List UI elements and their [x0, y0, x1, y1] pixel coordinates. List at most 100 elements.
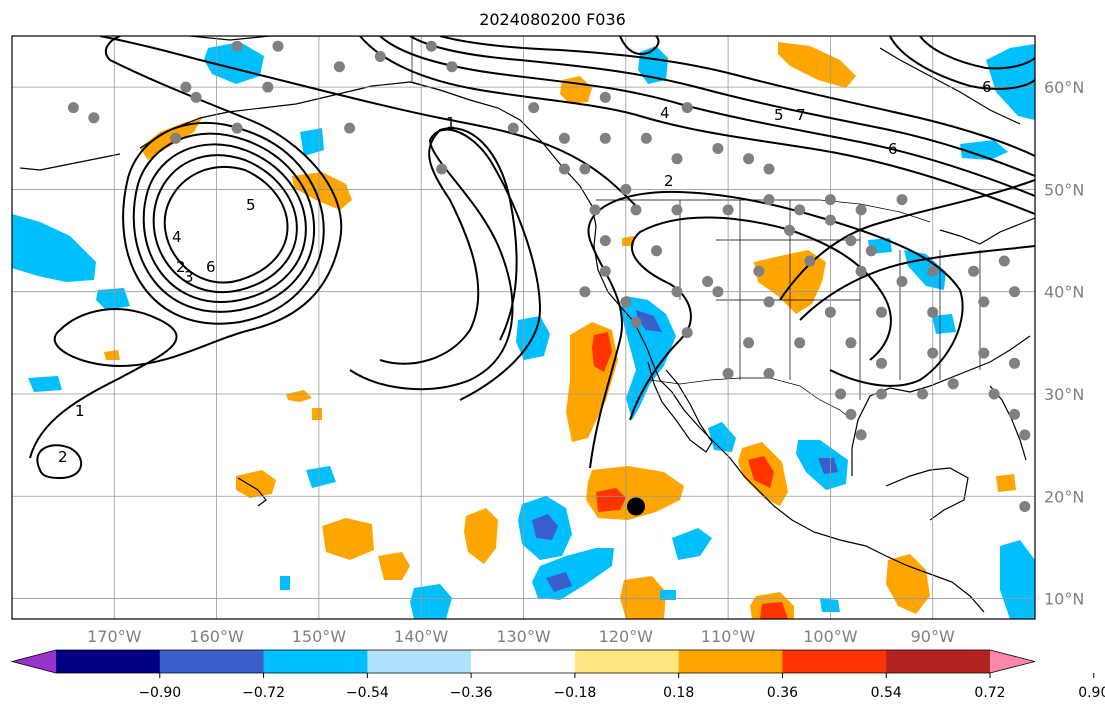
- shade-positive-region: [378, 552, 410, 580]
- colorbar-segment: [367, 650, 472, 673]
- station-marker: [630, 316, 642, 328]
- colorbar-segment: [886, 650, 991, 673]
- coastline-aleutians: [19, 153, 121, 171]
- shade-negative-region: [1000, 540, 1035, 619]
- shade-negative-region: [96, 288, 130, 310]
- latitude-tick-label: 40°N: [1044, 283, 1084, 302]
- station-marker: [896, 194, 908, 206]
- shade-negative-region: [960, 140, 1008, 160]
- station-marker: [927, 265, 939, 277]
- shade-negative-region: [280, 576, 290, 590]
- colorbar-under-triangle: [12, 650, 56, 673]
- station-marker: [845, 408, 857, 420]
- contour-line: [379, 36, 1035, 197]
- contour-label: 1: [75, 402, 85, 420]
- station-marker: [712, 286, 724, 298]
- station-marker: [620, 183, 632, 195]
- colorbar-segment: [782, 650, 887, 673]
- station-marker: [374, 51, 386, 62]
- station-marker: [262, 81, 274, 93]
- station-marker: [579, 286, 591, 298]
- station-marker: [927, 347, 939, 359]
- station-marker: [978, 347, 990, 359]
- station-marker: [722, 204, 734, 216]
- contour-line: [359, 36, 1035, 215]
- longitude-tick-label: 110°W: [701, 627, 756, 646]
- station-marker: [743, 153, 755, 165]
- longitude-tick-label: 100°W: [803, 627, 858, 646]
- station-marker: [784, 224, 795, 236]
- shade-strong-negative-region: [818, 458, 838, 474]
- shade-strong-negative-region: [546, 572, 572, 592]
- contour-line: [163, 165, 289, 284]
- station-marker: [681, 102, 693, 114]
- station-marker: [855, 204, 867, 216]
- station-marker: [712, 143, 724, 154]
- contour-label: 2: [664, 172, 674, 190]
- contour-line: [29, 36, 343, 459]
- station-marker: [702, 276, 714, 287]
- shade-negative-region: [12, 214, 96, 282]
- station-marker: [620, 296, 632, 308]
- latitude-tick-label: 60°N: [1044, 78, 1084, 97]
- station-marker: [763, 194, 775, 206]
- station-marker: [180, 81, 192, 93]
- shade-positive-region: [620, 576, 666, 619]
- station-marker: [998, 255, 1010, 267]
- contour-line: [142, 143, 307, 303]
- station-marker: [917, 388, 928, 400]
- station-marker: [599, 132, 611, 144]
- colorbar-outline: [10, 649, 1036, 674]
- station-marker: [845, 235, 857, 247]
- station-marker: [794, 204, 806, 216]
- colorbar-segment: [471, 650, 576, 673]
- shade-positive-region: [236, 470, 276, 498]
- station-marker: [722, 368, 734, 379]
- coastline-baja: [647, 361, 713, 453]
- shade-positive-region: [622, 236, 634, 246]
- station-markers: [67, 40, 1031, 512]
- contour-line: [587, 190, 964, 469]
- map-title: 2024080200 F036: [479, 10, 626, 29]
- contour-line: [99, 36, 641, 211]
- colorbar-segment: [56, 650, 161, 673]
- contour-line: [36, 444, 83, 480]
- station-marker: [671, 286, 683, 298]
- station-marker: [425, 40, 437, 52]
- contour-label: 1: [446, 114, 456, 132]
- coastline-hawaii: [237, 477, 267, 507]
- station-marker: [170, 132, 182, 144]
- contour-line: [629, 216, 892, 421]
- longitude-tick-label: 160°W: [189, 627, 244, 646]
- gridlines: [12, 36, 1035, 619]
- station-marker: [835, 388, 847, 400]
- shade-positive-region: [312, 408, 322, 420]
- colorbar-tick-label: 0.72: [974, 685, 1005, 701]
- station-marker: [1009, 408, 1020, 420]
- shade-strong-positive-region: [596, 488, 626, 512]
- contour-label: 7: [796, 106, 806, 124]
- contour-line: [122, 121, 325, 325]
- colorbar-tick-label: −0.72: [242, 685, 285, 701]
- station-marker: [1019, 501, 1031, 512]
- map-area: [12, 36, 1035, 619]
- shade-positive-region: [286, 390, 312, 402]
- shade-strong-negative-region: [532, 514, 558, 540]
- contour-line: [152, 154, 298, 293]
- shade-strong-positive-region: [748, 456, 774, 488]
- station-marker: [1019, 429, 1031, 441]
- colorbar-segment: [263, 650, 368, 673]
- station-marker: [436, 163, 448, 175]
- map-frame: [11, 35, 1036, 620]
- contour-label: 6: [982, 78, 992, 96]
- station-marker: [876, 306, 887, 318]
- station-marker: [589, 204, 601, 216]
- longitude-tick-label: 90°W: [911, 627, 955, 646]
- shade-negative-region: [660, 590, 676, 600]
- coastline-gulf: [851, 335, 1031, 476]
- shade-negative-region: [986, 44, 1035, 120]
- colorbar-tick-label: −0.36: [450, 685, 493, 701]
- station-marker: [558, 132, 570, 144]
- coastline-alaska-north: [189, 36, 412, 41]
